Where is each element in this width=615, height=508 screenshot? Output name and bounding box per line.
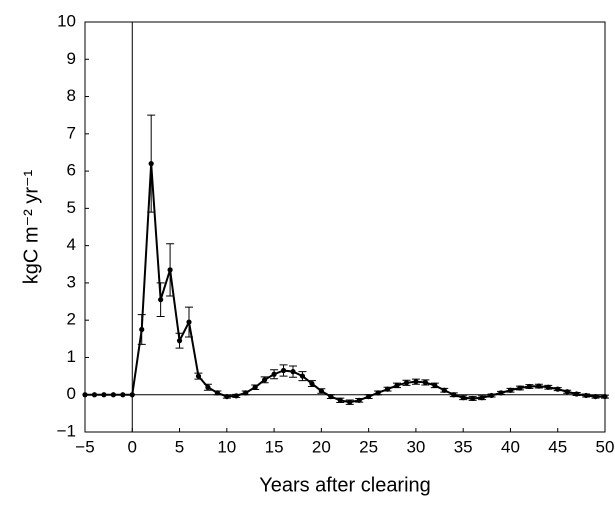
- data-point: [545, 384, 551, 390]
- x-tick-label: 45: [548, 437, 567, 456]
- x-tick-label: 35: [454, 437, 473, 456]
- data-point: [110, 392, 116, 398]
- data-point: [441, 387, 447, 393]
- data-point: [148, 161, 154, 167]
- y-tick-label: 7: [67, 123, 76, 142]
- data-point: [129, 392, 135, 398]
- data-point: [271, 371, 277, 377]
- data-point: [451, 392, 457, 398]
- data-point: [328, 393, 334, 400]
- data-point: [120, 392, 126, 398]
- plot-frame: [84, 21, 606, 433]
- data-point: [403, 380, 410, 386]
- data-point: [583, 392, 589, 399]
- y-tick-label: 10: [57, 11, 76, 30]
- data-point: [507, 387, 514, 393]
- data-point: [413, 379, 419, 385]
- data-point: [460, 395, 466, 401]
- data-point: [290, 369, 296, 375]
- data-point: [602, 393, 608, 400]
- data-point: [158, 297, 164, 303]
- data-point: [91, 392, 98, 398]
- y-tick-label: 6: [67, 161, 76, 180]
- data-point: [280, 367, 287, 374]
- data-point: [432, 382, 438, 389]
- data-point: [233, 393, 239, 399]
- x-tick-label: 10: [217, 437, 236, 456]
- data-point: [176, 338, 183, 344]
- y-tick-label: 8: [67, 86, 76, 105]
- x-tick-label: 20: [312, 437, 331, 456]
- data-point: [167, 267, 173, 273]
- data-point: [318, 388, 324, 394]
- x-tick-label: 30: [406, 437, 425, 456]
- data-point: [517, 385, 523, 391]
- data-point: [574, 391, 580, 397]
- data-point: [309, 380, 315, 387]
- x-tick-label: 25: [359, 437, 378, 456]
- data-point: [224, 393, 230, 400]
- y-tick-label: 4: [67, 235, 76, 254]
- data-point: [384, 386, 391, 392]
- data-point: [243, 390, 249, 396]
- data-point: [422, 379, 428, 386]
- x-tick-label: 40: [501, 437, 520, 456]
- y-axis-label: kgC m⁻² yr⁻¹: [20, 169, 42, 284]
- y-tick-label: 5: [67, 198, 76, 217]
- data-point: [356, 397, 362, 403]
- x-tick-label: 0: [128, 437, 137, 456]
- data-point: [299, 373, 306, 379]
- x-tick-label: 5: [175, 437, 184, 456]
- data-point: [564, 389, 570, 395]
- y-tick-label: −1: [57, 421, 76, 440]
- data-point: [394, 382, 400, 389]
- data-point: [526, 383, 532, 390]
- x-tick-label: −5: [75, 437, 94, 456]
- data-point: [375, 390, 381, 396]
- data-point: [214, 390, 220, 396]
- data-point: [479, 395, 485, 401]
- data-point: [205, 384, 211, 390]
- x-tick-label: 15: [265, 437, 284, 456]
- data-point: [195, 373, 202, 379]
- y-tick-label: 3: [67, 272, 76, 291]
- data-point: [82, 392, 88, 398]
- y-tick-label: 1: [67, 347, 76, 366]
- y-tick-label: 2: [67, 310, 76, 329]
- y-tick-label: 0: [67, 384, 76, 403]
- data-point: [498, 390, 504, 396]
- x-axis-label: Years after clearing: [259, 474, 431, 496]
- data-point: [366, 393, 372, 400]
- data-point: [488, 392, 495, 399]
- y-tick-label: 9: [67, 49, 76, 68]
- data-point: [186, 319, 192, 325]
- data-point: [101, 392, 107, 398]
- data-point: [262, 377, 268, 383]
- data-point: [337, 397, 343, 403]
- data-point: [347, 399, 353, 405]
- data-point: [536, 383, 542, 389]
- data-point: [470, 395, 476, 402]
- data-point: [139, 326, 145, 333]
- data-point: [252, 384, 258, 390]
- data-point: [592, 393, 599, 400]
- data-point: [555, 386, 561, 392]
- x-tick-label: 50: [596, 437, 615, 456]
